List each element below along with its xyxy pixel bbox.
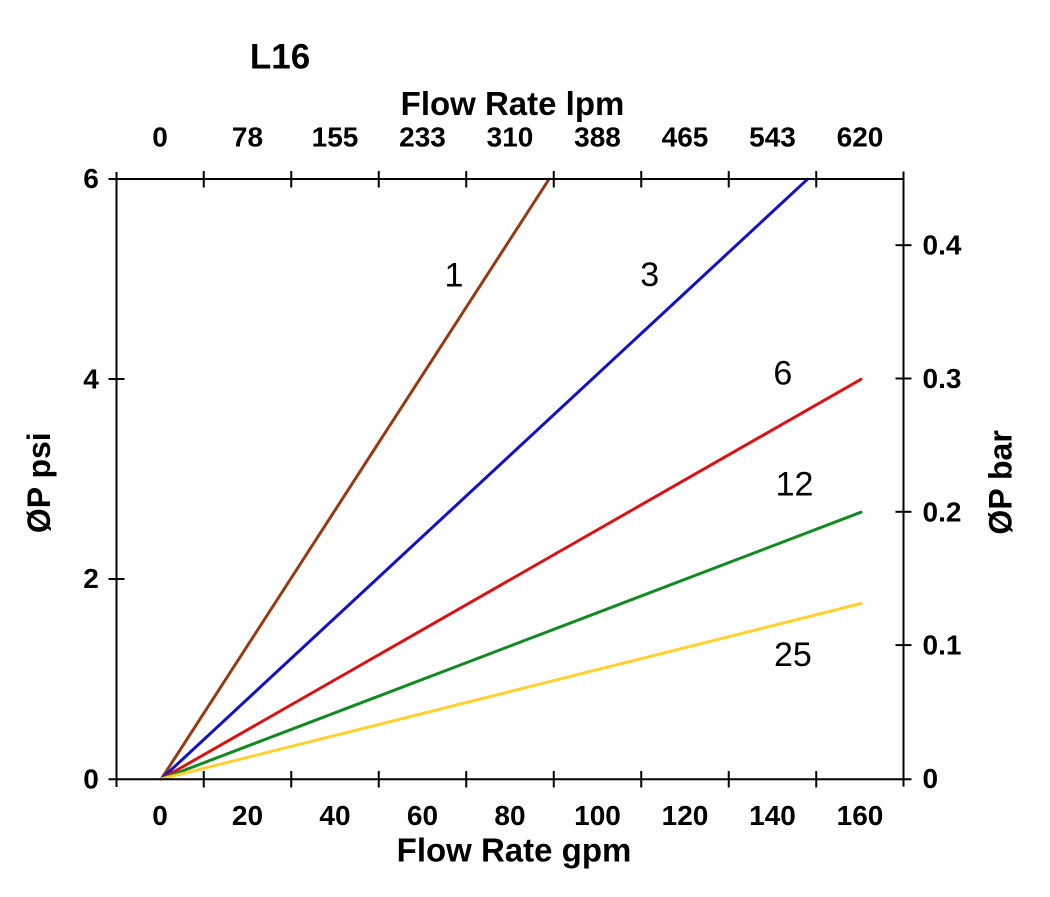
svg-text:1: 1: [445, 256, 464, 294]
svg-text:6: 6: [773, 354, 792, 392]
svg-text:120: 120: [662, 800, 709, 831]
svg-text:0.1: 0.1: [923, 630, 962, 661]
svg-text:Flow Rate lpm: Flow Rate lpm: [401, 85, 625, 122]
svg-text:155: 155: [312, 122, 359, 153]
svg-text:L16: L16: [250, 38, 310, 77]
svg-text:78: 78: [232, 122, 263, 153]
svg-text:Flow Rate gpm: Flow Rate gpm: [397, 832, 632, 869]
svg-text:ØP bar: ØP bar: [983, 430, 1019, 534]
svg-text:3: 3: [640, 256, 659, 294]
svg-text:80: 80: [494, 800, 525, 831]
svg-text:310: 310: [487, 122, 534, 153]
svg-text:60: 60: [407, 800, 438, 831]
svg-text:160: 160: [837, 800, 884, 831]
svg-text:0: 0: [83, 764, 99, 795]
svg-text:12: 12: [776, 466, 814, 504]
svg-text:0: 0: [152, 122, 168, 153]
svg-text:25: 25: [774, 636, 812, 674]
svg-text:100: 100: [574, 800, 621, 831]
svg-text:20: 20: [232, 800, 263, 831]
svg-text:4: 4: [83, 364, 99, 395]
svg-text:2: 2: [83, 563, 99, 594]
svg-text:388: 388: [574, 122, 621, 153]
svg-text:620: 620: [837, 122, 884, 153]
svg-text:0.3: 0.3: [923, 363, 962, 394]
svg-text:6: 6: [83, 163, 99, 194]
svg-text:233: 233: [399, 122, 446, 153]
svg-text:465: 465: [662, 122, 709, 153]
svg-text:0: 0: [923, 763, 939, 794]
svg-text:140: 140: [749, 800, 796, 831]
svg-text:0.4: 0.4: [923, 230, 962, 261]
svg-text:543: 543: [749, 122, 796, 153]
svg-text:ØP psi: ØP psi: [21, 432, 57, 533]
svg-text:0: 0: [152, 800, 168, 831]
svg-text:40: 40: [319, 800, 350, 831]
svg-text:0.2: 0.2: [923, 496, 962, 527]
